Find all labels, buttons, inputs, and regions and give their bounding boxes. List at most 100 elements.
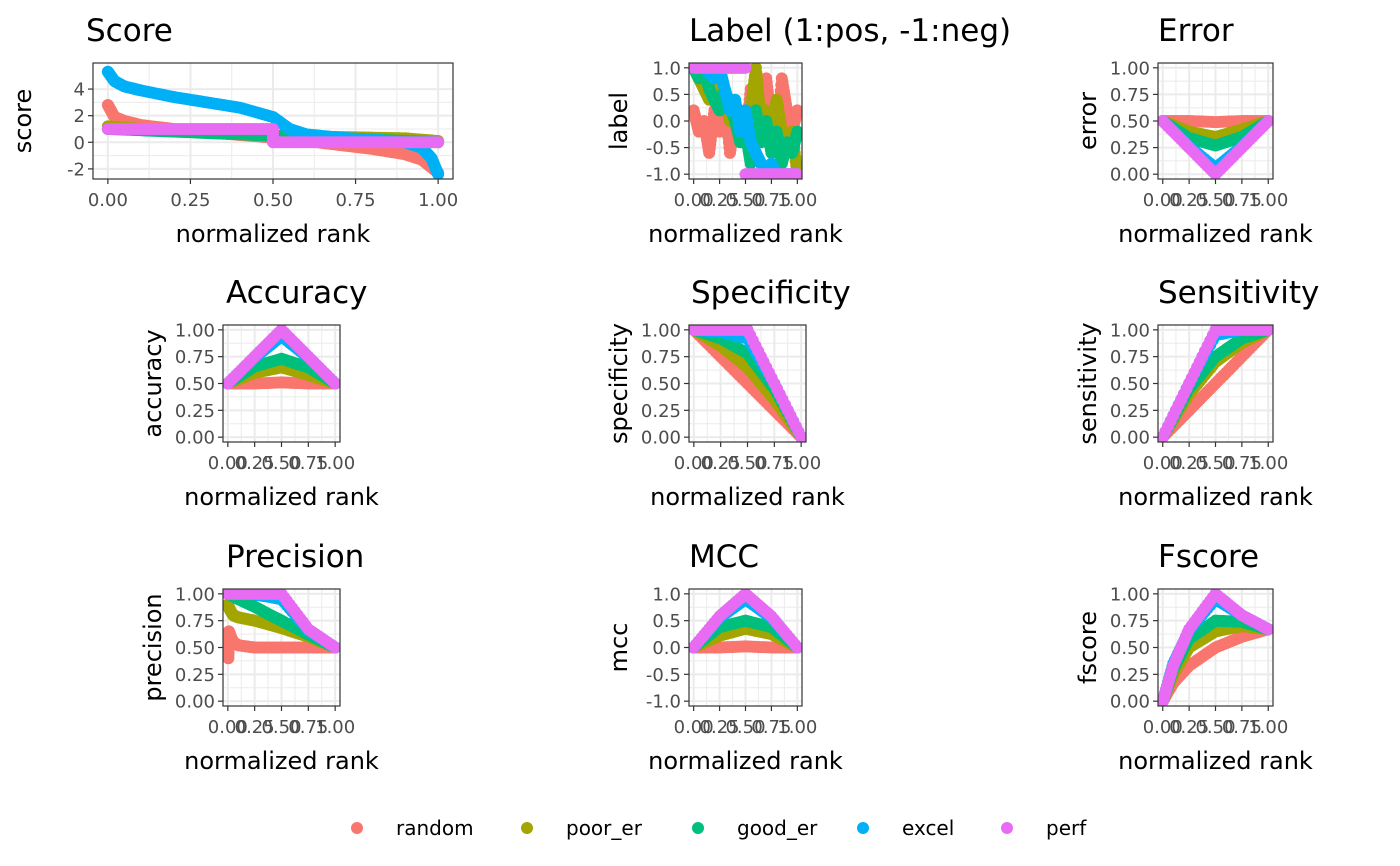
x-tick-label: 0.50 [253,190,293,211]
x-tick-label: 0.75 [288,717,328,738]
data-points [1158,115,1273,179]
panel-title: Score [86,13,173,49]
data-point [791,641,802,654]
legend-label: poor_er [566,816,643,840]
x-axis-label: normalized rank [648,747,843,775]
y-axis-label: fscore [1074,611,1102,684]
data-point [432,168,445,179]
series-perf [101,122,445,149]
y-tick-label: 0.0 [652,638,681,659]
legend-label: good_er [737,816,818,840]
x-axis-label: normalized rank [184,747,379,775]
x-tick-label: 0.75 [1222,453,1262,474]
legend-label: excel [902,816,954,840]
y-tick-label: -0.5 [646,665,681,686]
x-axis-label: normalized rank [1118,220,1313,248]
series-perf [689,63,802,179]
x-tick-label: 0.25 [170,190,210,211]
y-tick-label: 1.00 [175,320,215,341]
y-tick-label: 0.50 [641,374,681,395]
x-tick-label: 1.00 [777,717,817,738]
panel-accuracy: 0.000.250.500.751.000.000.250.500.751.00… [139,275,379,511]
y-tick-label: 0.50 [1110,638,1150,659]
x-tick-label: 1.00 [777,190,817,211]
legend-item-perf: perf [1001,816,1087,840]
x-axis-label: normalized rank [650,483,845,511]
x-tick-label: 0.50 [261,717,301,738]
series-perf [223,589,340,654]
series-perf [1158,325,1273,442]
legend-label: random [396,816,474,840]
x-tick-label: 0.50 [261,453,301,474]
y-axis-ticks: 0.00 0.25 0.50 0.75 1.00 [641,320,689,449]
y-axis-ticks: 0.00 0.25 0.50 0.75 1.00 [1110,320,1158,449]
series-perf [1158,589,1273,706]
y-tick-label: 0.25 [1110,401,1150,422]
panel-specificity: 0.000.250.500.751.000.000.250.500.751.00… [605,275,851,511]
x-tick-label: 1.00 [315,453,355,474]
panel-score: 0.00 0.25 0.50 0.75 1.00 -2 0 2 4 Score normalized… [9,13,458,248]
y-tick-label: 0.0 [652,112,681,133]
x-tick-label: 0.50 [727,453,767,474]
y-axis-label: specificity [605,323,633,444]
data-point [1262,623,1273,636]
data-points [1158,589,1273,706]
panel-sensitivity: 0.000.250.500.751.000.000.250.500.751.00… [1074,275,1319,511]
y-tick-label: 0.75 [175,347,215,368]
legend-key [351,822,363,834]
y-tick-label: 1.00 [1110,584,1150,605]
x-tick-label: 0.00 [1143,453,1183,474]
data-point [1262,115,1273,127]
data-points [101,65,445,179]
y-tick-label: 1.0 [652,58,681,79]
x-tick-label: 0.00 [674,190,714,211]
x-tick-label: 0.00 [208,453,248,474]
series-perf [223,325,340,390]
data-point [432,136,445,149]
panels: 0.00 0.25 0.50 0.75 1.00-2024Scorenormalized… [9,13,1319,775]
y-tick-label: 0.75 [641,347,681,368]
y-tick-label: 0.00 [175,692,215,713]
panel-title: Label (1:pos, -1:neg) [689,13,1011,49]
y-tick-label: 0.75 [1110,347,1150,368]
x-tick-label: 0.25 [1169,190,1209,211]
x-axis-ticks: 0.000.250.500.751.00 [1143,179,1288,211]
x-tick-label: 0.25 [1169,453,1209,474]
data-point [739,63,752,74]
y-tick-label: -2 [67,159,85,180]
y-tick-label: 0.00 [1110,428,1150,449]
x-axis-ticks: 0.000.250.500.751.00 [208,442,355,474]
panel-title: MCC [689,539,759,575]
x-tick-label: 1.00 [1248,717,1288,738]
x-axis-label: normalized rank [184,483,379,511]
y-tick-label: 0.75 [1110,85,1150,106]
panel-title: Precision [226,539,364,575]
panel-precision: 0.000.250.500.751.000.000.250.500.751.00… [139,539,379,775]
y-axis-label: error [1074,92,1102,150]
y-tick-label: 0.25 [641,401,681,422]
x-tick-label: 0.75 [288,453,328,474]
y-tick-label: 0.50 [1110,112,1150,133]
x-tick-label: 0.25 [235,717,275,738]
x-tick-label: 0.00 [88,190,128,211]
panel-error: 0.000.250.500.751.000.000.250.500.751.00… [1074,13,1313,248]
panel-title: Specificity [691,275,851,311]
data-point [795,431,806,442]
y-axis-ticks: -1.0 -0.5 0.0 0.5 1.0 [646,584,689,713]
panel-mcc: 0.000.250.500.751.00-1.0-0.50.00.51.0MCC… [605,539,843,775]
series-perf [689,325,806,442]
y-axis-label: accuracy [139,329,167,437]
y-tick-label: 1.00 [641,320,681,341]
y-tick-label: 0.25 [1110,138,1150,159]
series-perf [689,589,802,654]
data-points [689,589,802,654]
y-tick-label: 0.5 [652,611,681,632]
data-point [329,641,340,654]
x-tick-label: 0.25 [700,190,740,211]
y-axis-label: precision [139,593,167,701]
panel-title: Accuracy [226,275,368,311]
x-axis-label: normalized rank [648,220,843,248]
x-axis-ticks: 0.000.250.500.751.00 [674,442,821,474]
legend-key [521,822,533,834]
data-points [689,63,802,179]
